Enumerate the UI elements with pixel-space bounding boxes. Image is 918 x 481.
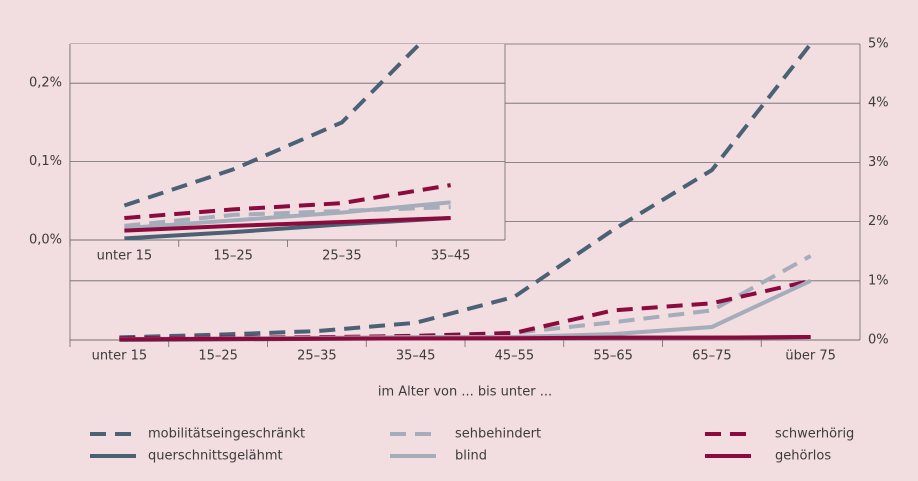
chart-panel: 0,0% 0,1% 0,2% unter 15 15–25 25–35 35–45 (29, 44, 506, 264)
y-tick-label: 1% (868, 273, 889, 288)
y-tick-label: 0,0% (29, 233, 62, 248)
series-line (119, 42, 813, 340)
y-tick-label: 5% (868, 37, 889, 52)
panel-background (70, 44, 505, 240)
x-tick-label: 45–55 (495, 349, 535, 364)
legend-label: querschnittsgelähmt (148, 449, 283, 464)
x-tick-label: unter 15 (97, 249, 153, 264)
series-line (124, 205, 451, 228)
x-tick-label: 25–35 (297, 349, 337, 364)
x-tick-label: 55–65 (593, 349, 633, 364)
series-line (124, 216, 451, 233)
y-tick-label: 0,2% (29, 76, 62, 91)
legend-label: blind (455, 449, 487, 464)
legend-label: sehbehindert (455, 427, 541, 442)
y-tick-label: 2% (868, 214, 889, 229)
series-group (123, 44, 451, 240)
series-line (124, 200, 451, 231)
legend-label: gehörlos (775, 449, 831, 464)
x-tick-label: 35–45 (431, 249, 471, 264)
x-tick-label: 15–25 (198, 349, 238, 364)
x-axis-label: im Alter von ... bis unter ... (378, 385, 552, 400)
series-line (123, 44, 423, 208)
series-line (124, 183, 451, 221)
x-tick-label: über 75 (785, 349, 836, 364)
series-line (119, 335, 811, 342)
x-tick-label: 15–25 (213, 249, 253, 264)
x-tick-label: 25–35 (322, 249, 362, 264)
x-tick-label: 65–75 (692, 349, 732, 364)
x-tick-label: 35–45 (396, 349, 436, 364)
y-tick-label: 0,1% (29, 154, 62, 169)
y-tick-label: 3% (868, 155, 889, 170)
legend-label: mobilitätseingeschränkt (148, 427, 305, 442)
y-tick-label: 0% (868, 333, 889, 348)
series-group (119, 42, 813, 342)
y-tick-label: 4% (868, 96, 889, 111)
x-tick-label: unter 15 (92, 349, 148, 364)
legend-label: schwerhörig (775, 427, 854, 442)
